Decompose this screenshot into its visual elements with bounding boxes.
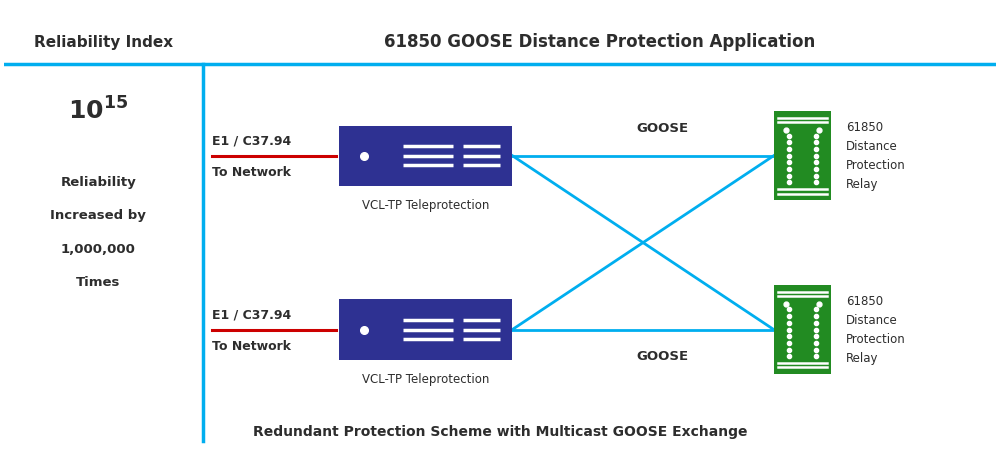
Text: E1 / C37.94: E1 / C37.94 xyxy=(212,309,292,322)
Text: VCL-TP Teleprotection: VCL-TP Teleprotection xyxy=(362,199,489,212)
Text: 61850
Distance
Protection
Relay: 61850 Distance Protection Relay xyxy=(846,295,906,365)
Text: $\mathbf{10}^{\mathbf{15}}$: $\mathbf{10}^{\mathbf{15}}$ xyxy=(68,98,128,125)
FancyBboxPatch shape xyxy=(774,285,831,374)
Text: 61850 GOOSE Distance Protection Application: 61850 GOOSE Distance Protection Applicat… xyxy=(384,33,815,51)
FancyBboxPatch shape xyxy=(774,111,831,200)
Text: Reliability Index: Reliability Index xyxy=(34,35,173,49)
Text: To Network: To Network xyxy=(212,166,291,179)
Text: 1,000,000: 1,000,000 xyxy=(61,243,136,256)
FancyBboxPatch shape xyxy=(339,300,512,360)
Text: GOOSE: GOOSE xyxy=(637,123,689,135)
Text: VCL-TP Teleprotection: VCL-TP Teleprotection xyxy=(362,373,489,386)
Text: Times: Times xyxy=(76,276,121,289)
FancyBboxPatch shape xyxy=(339,126,512,186)
Text: Redundant Protection Scheme with Multicast GOOSE Exchange: Redundant Protection Scheme with Multica… xyxy=(253,425,747,439)
Text: To Network: To Network xyxy=(212,340,291,353)
Text: GOOSE: GOOSE xyxy=(637,350,689,363)
Text: Increased by: Increased by xyxy=(50,209,146,222)
Text: 61850
Distance
Protection
Relay: 61850 Distance Protection Relay xyxy=(846,121,906,191)
Text: E1 / C37.94: E1 / C37.94 xyxy=(212,135,292,148)
Text: Reliability: Reliability xyxy=(61,176,136,189)
